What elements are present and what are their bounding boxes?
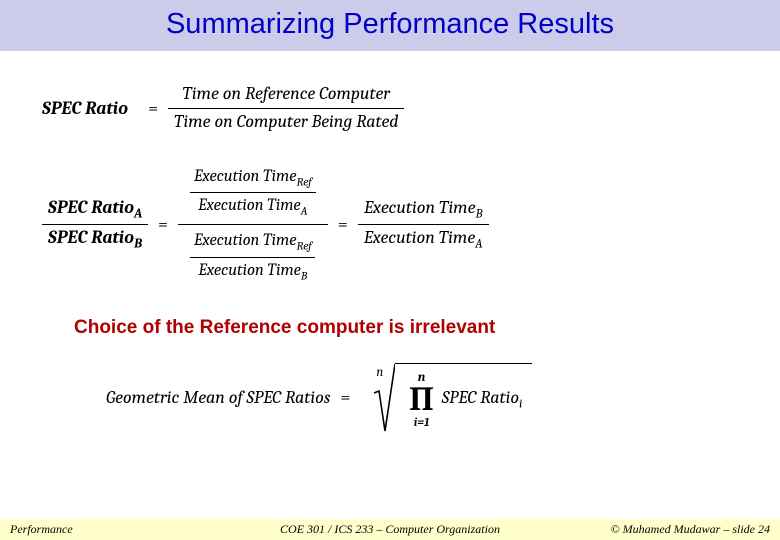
equation-spec-ratio: SPEC Ratio = Time on Reference Computer …	[42, 83, 744, 133]
eq2-rhs-den: Execution TimeA	[358, 224, 489, 253]
eq2-rhs-num: Execution TimeB	[358, 197, 488, 225]
equals-sign: =	[338, 214, 348, 235]
equals-sign: =	[148, 98, 158, 119]
nth-root: n n ∏ i=1 SPEC Ratioi	[366, 363, 532, 433]
eq2-lhs-num: SPEC RatioA	[42, 197, 148, 225]
eq1-lhs: SPEC Ratio	[42, 98, 128, 119]
equals-sign: =	[340, 387, 350, 408]
callout-text: Choice of the Reference computer is irre…	[74, 317, 744, 339]
slide-body: SPEC Ratio = Time on Reference Computer …	[0, 51, 780, 433]
eq1-fraction: Time on Reference Computer Time on Compu…	[168, 83, 404, 133]
product-symbol: n ∏ i=1	[407, 371, 435, 428]
root-index: n	[376, 365, 383, 380]
radicand: n ∏ i=1 SPEC Ratioi	[395, 363, 532, 433]
eq2-lhs-den: SPEC RatioB	[42, 224, 148, 253]
eq1-denominator: Time on Computer Being Rated	[168, 108, 404, 134]
equation-geometric-mean: Geometric Mean of SPEC Ratios = n n ∏ i=…	[106, 363, 744, 433]
eq2-lhs-fraction: SPEC RatioA SPEC RatioB	[42, 197, 148, 254]
eq2-mid-compound-fraction: Execution TimeRef Execution TimeA Execut…	[178, 161, 328, 289]
eq3-lhs: Geometric Mean of SPEC Ratios	[106, 387, 330, 408]
slide-footer: Performance COE 301 / ICS 233 – Computer…	[0, 519, 780, 540]
footer-center: COE 301 / ICS 233 – Computer Organizatio…	[280, 522, 500, 537]
footer-right: © Muhamed Mudawar – slide 24	[611, 522, 770, 537]
eq2-mid-bottom: Execution TimeRef Execution TimeB	[178, 225, 328, 288]
eq3-term: SPEC Ratioi	[442, 387, 523, 412]
eq1-numerator: Time on Reference Computer	[176, 83, 396, 108]
eq2-rhs-fraction: Execution TimeB Execution TimeA	[358, 197, 489, 254]
title-bar: Summarizing Performance Results	[0, 0, 780, 51]
equals-sign: =	[158, 214, 168, 235]
footer-left: Performance	[10, 522, 73, 537]
slide-title: Summarizing Performance Results	[0, 8, 780, 41]
eq2-mid-top: Execution TimeRef Execution TimeA	[178, 161, 328, 225]
equation-ratio-of-ratios: SPEC RatioA SPEC RatioB = Execution Time…	[42, 161, 744, 289]
